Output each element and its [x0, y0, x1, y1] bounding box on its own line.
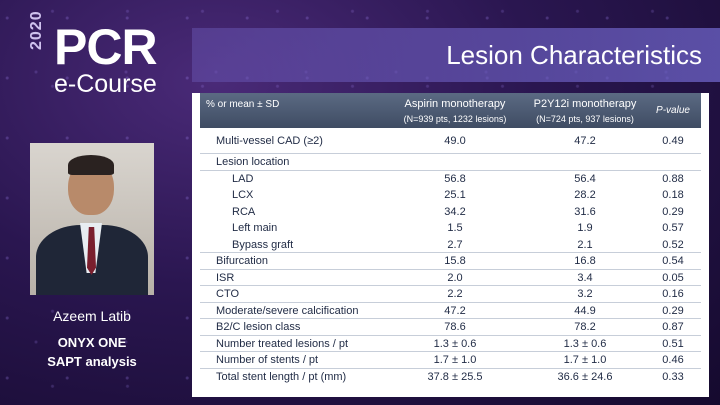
p2y12-value: 31.6 — [574, 205, 596, 218]
p-value: 0.57 — [662, 222, 684, 234]
table-row: ISR 2.0 3.4 0.05 — [200, 270, 701, 286]
p-value: 0.18 — [662, 189, 684, 201]
aspirin-value: 78.6 — [444, 321, 466, 333]
p-value: 0.16 — [662, 288, 684, 300]
header-aspirin-n: (N=939 pts, 1232 lesions) — [403, 114, 507, 124]
p-value: 0.29 — [662, 304, 684, 317]
table-row: Left main 1.5 1.9 0.57 — [200, 220, 701, 237]
p-value: 0.29 — [662, 205, 684, 218]
aspirin-value: 47.2 — [444, 304, 466, 317]
photo-hair — [68, 155, 114, 175]
row-label: Number treated lesions / pt — [216, 337, 349, 350]
header-pvalue: P-value — [656, 105, 690, 116]
table-body: Multi-vessel CAD (≥2) 49.0 47.2 0.49 Les… — [200, 128, 701, 385]
photo-tie — [87, 227, 96, 275]
header-unit-label: % or mean ± SD — [206, 99, 280, 110]
p2y12-value: 1.9 — [577, 222, 593, 234]
p2y12-value: 3.2 — [577, 288, 593, 300]
table-row: CTO 2.2 3.2 0.16 — [200, 286, 701, 303]
logo-year: 2020 — [28, 10, 45, 50]
header-aspirin-title: Aspirin monotherapy — [404, 98, 506, 110]
speaker-study: ONYX ONE SAPT analysis — [30, 333, 154, 371]
p2y12-value: 3.4 — [577, 271, 593, 284]
p-value: 0.51 — [662, 337, 684, 350]
row-label: Moderate/severe calcification — [216, 304, 359, 317]
aspirin-value: 1.5 — [447, 222, 463, 234]
speaker-study-line1: ONYX ONE — [57, 335, 127, 350]
p2y12-value: 28.2 — [574, 189, 596, 201]
header-p2y12-title: P2Y12i monotherapy — [533, 98, 637, 110]
speaker-name: Azeem Latib — [53, 308, 131, 324]
p-value: 0.54 — [662, 255, 684, 267]
p2y12-value: 78.2 — [574, 321, 596, 333]
p-value: 0.52 — [662, 238, 684, 251]
row-label: LAD — [232, 172, 254, 185]
row-label: Bypass graft — [232, 238, 294, 251]
aspirin-value: 1.3 ± 0.6 — [433, 337, 477, 350]
row-label: Left main — [232, 222, 278, 234]
p2y12-value: 56.4 — [574, 172, 596, 185]
row-label: LCX — [232, 189, 254, 201]
table-row: Multi-vessel CAD (≥2) 49.0 47.2 0.49 — [200, 128, 701, 154]
p-value: 0.05 — [662, 271, 684, 284]
table-row: LAD 56.8 56.4 0.88 — [200, 171, 701, 188]
table-row: Total stent length / pt (mm) 37.8 ± 25.5… — [200, 369, 701, 386]
header-p2y12: P2Y12i monotherapy (N=724 pts, 937 lesio… — [525, 93, 645, 128]
p-value: 0.49 — [662, 135, 684, 147]
logo-pcr: PCR — [54, 19, 158, 75]
row-label: B2/C lesion class — [216, 321, 301, 333]
table-row: LCX 25.1 28.2 0.18 — [200, 187, 701, 204]
p2y12-value: 47.2 — [574, 135, 596, 147]
p-value: 0.46 — [662, 354, 684, 366]
speaker-study-line2: SAPT analysis — [47, 354, 137, 369]
aspirin-value: 56.8 — [444, 172, 466, 185]
row-label: Lesion location — [216, 156, 290, 168]
p2y12-value: 1.7 ± 1.0 — [563, 354, 607, 366]
table-row: Moderate/severe calcification 47.2 44.9 … — [200, 303, 701, 319]
aspirin-value: 49.0 — [444, 135, 466, 147]
table-row: Bifurcation 15.8 16.8 0.54 — [200, 253, 701, 270]
p-value: 0.87 — [662, 321, 684, 333]
table-row: RCA 34.2 31.6 0.29 — [200, 204, 701, 221]
header-p2y12-n: (N=724 pts, 937 lesions) — [536, 114, 634, 124]
row-label: Bifurcation — [216, 255, 268, 267]
table-row: Number treated lesions / pt 1.3 ± 0.6 1.… — [200, 336, 701, 352]
lesion-table: % or mean ± SD Aspirin monotherapy (N=93… — [192, 93, 709, 397]
aspirin-value: 2.0 — [447, 271, 463, 284]
row-label: CTO — [216, 288, 240, 300]
table-row: Number of stents / pt 1.7 ± 1.0 1.7 ± 1.… — [200, 352, 701, 369]
p-value: 0.88 — [662, 172, 684, 185]
p2y12-value: 36.6 ± 24.6 — [557, 370, 613, 383]
logo-ecourse: e-Course — [54, 70, 157, 98]
aspirin-value: 34.2 — [444, 205, 466, 218]
table-row: Bypass graft 2.7 2.1 0.52 — [200, 237, 701, 253]
slide-title: Lesion Characteristics — [446, 39, 702, 70]
p2y12-value: 44.9 — [574, 304, 596, 317]
table-row: Lesion location — [200, 154, 701, 171]
row-label: RCA — [232, 205, 256, 218]
table-row: B2/C lesion class 78.6 78.2 0.87 — [200, 319, 701, 336]
p2y12-value: 2.1 — [577, 238, 593, 251]
aspirin-value: 2.7 — [447, 238, 463, 251]
aspirin-value: 1.7 ± 1.0 — [433, 354, 477, 366]
header-aspirin: Aspirin monotherapy (N=939 pts, 1232 les… — [385, 93, 525, 128]
aspirin-value: 2.2 — [447, 288, 463, 300]
speaker-photo — [30, 143, 154, 295]
aspirin-value: 15.8 — [444, 255, 466, 267]
p2y12-value: 16.8 — [574, 255, 596, 267]
p2y12-value: 1.3 ± 0.6 — [563, 337, 607, 350]
p-value: 0.33 — [662, 370, 684, 383]
aspirin-value: 37.8 ± 25.5 — [427, 370, 483, 383]
row-label: Number of stents / pt — [216, 354, 319, 366]
row-label: Total stent length / pt (mm) — [216, 370, 347, 383]
aspirin-value: 25.1 — [444, 189, 466, 201]
row-label: ISR — [216, 271, 235, 284]
table-header: % or mean ± SD Aspirin monotherapy (N=93… — [200, 93, 701, 128]
row-label: Multi-vessel CAD (≥2) — [216, 135, 323, 147]
title-band: Lesion Characteristics — [192, 28, 720, 82]
pcr-ecourse-logo: 2020 PCR e-Course — [28, 10, 168, 98]
